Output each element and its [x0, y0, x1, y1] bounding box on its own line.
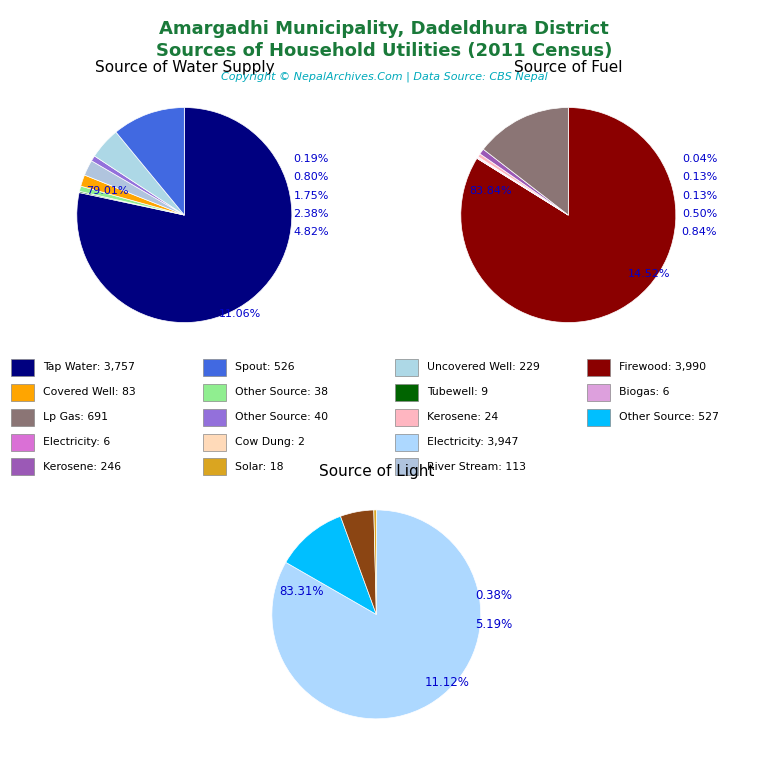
Wedge shape — [480, 149, 568, 215]
Title: Source of Water Supply: Source of Water Supply — [94, 61, 274, 75]
Text: River Stream: 113: River Stream: 113 — [427, 462, 526, 472]
Text: 11.06%: 11.06% — [219, 309, 261, 319]
Text: 1.75%: 1.75% — [293, 190, 329, 200]
Bar — [204, 384, 226, 401]
Bar — [204, 359, 226, 376]
Wedge shape — [116, 108, 184, 215]
Text: 2.38%: 2.38% — [293, 209, 329, 219]
Text: Spout: 526: Spout: 526 — [235, 362, 295, 372]
Text: 0.04%: 0.04% — [682, 154, 717, 164]
Text: Kerosene: 246: Kerosene: 246 — [43, 462, 121, 472]
Title: Source of Fuel: Source of Fuel — [514, 61, 623, 75]
Bar — [204, 434, 226, 451]
Wedge shape — [81, 175, 184, 215]
Wedge shape — [272, 510, 481, 719]
Text: Tap Water: 3,757: Tap Water: 3,757 — [43, 362, 135, 372]
Wedge shape — [461, 108, 676, 323]
Text: 5.19%: 5.19% — [475, 618, 512, 631]
Text: 0.80%: 0.80% — [293, 172, 329, 183]
Bar — [204, 458, 226, 475]
Bar — [396, 409, 418, 425]
Bar — [588, 359, 610, 376]
Bar — [12, 359, 34, 376]
Text: Other Source: 40: Other Source: 40 — [235, 412, 328, 422]
Text: 0.13%: 0.13% — [682, 172, 717, 183]
Text: 0.13%: 0.13% — [682, 190, 717, 200]
Text: Biogas: 6: Biogas: 6 — [619, 387, 670, 397]
Text: Other Source: 527: Other Source: 527 — [619, 412, 719, 422]
Text: Solar: 18: Solar: 18 — [235, 462, 283, 472]
Wedge shape — [483, 108, 568, 215]
Wedge shape — [94, 132, 184, 215]
Bar — [12, 434, 34, 451]
Bar — [396, 384, 418, 401]
Text: 0.19%: 0.19% — [293, 154, 329, 164]
Text: 83.31%: 83.31% — [279, 585, 323, 598]
Text: 4.82%: 4.82% — [293, 227, 329, 237]
Wedge shape — [77, 108, 292, 323]
Wedge shape — [79, 191, 184, 215]
Bar — [12, 384, 34, 401]
Wedge shape — [477, 157, 568, 215]
Text: Covered Well: 83: Covered Well: 83 — [43, 387, 136, 397]
Wedge shape — [478, 154, 568, 215]
Wedge shape — [477, 158, 568, 215]
Bar — [396, 434, 418, 451]
Text: Uncovered Well: 229: Uncovered Well: 229 — [427, 362, 540, 372]
Text: Firewood: 3,990: Firewood: 3,990 — [619, 362, 706, 372]
Wedge shape — [478, 157, 568, 215]
Wedge shape — [340, 510, 376, 614]
Text: Kerosene: 24: Kerosene: 24 — [427, 412, 498, 422]
Bar — [588, 409, 610, 425]
Wedge shape — [374, 510, 376, 614]
Bar — [204, 409, 226, 425]
Wedge shape — [286, 516, 376, 614]
Wedge shape — [84, 161, 184, 215]
Text: Other Source: 38: Other Source: 38 — [235, 387, 328, 397]
Wedge shape — [79, 186, 184, 215]
Bar — [12, 409, 34, 425]
Text: 11.12%: 11.12% — [425, 676, 470, 689]
Text: 83.84%: 83.84% — [469, 187, 512, 197]
Text: 0.84%: 0.84% — [682, 227, 717, 237]
Text: Electricity: 6: Electricity: 6 — [43, 437, 111, 447]
Text: 0.50%: 0.50% — [682, 209, 717, 219]
Text: Tubewell: 9: Tubewell: 9 — [427, 387, 488, 397]
Text: 79.01%: 79.01% — [86, 187, 128, 197]
Text: 0.38%: 0.38% — [475, 589, 511, 602]
Text: Lp Gas: 691: Lp Gas: 691 — [43, 412, 108, 422]
Bar — [396, 458, 418, 475]
Text: Amargadhi Municipality, Dadeldhura District
Sources of Household Utilities (2011: Amargadhi Municipality, Dadeldhura Distr… — [156, 20, 612, 60]
Bar — [12, 458, 34, 475]
Text: Electricity: 3,947: Electricity: 3,947 — [427, 437, 518, 447]
Bar — [588, 384, 610, 401]
Bar — [396, 359, 418, 376]
Text: Copyright © NepalArchives.Com | Data Source: CBS Nepal: Copyright © NepalArchives.Com | Data Sou… — [220, 71, 548, 82]
Text: Cow Dung: 2: Cow Dung: 2 — [235, 437, 305, 447]
Wedge shape — [91, 156, 184, 215]
Title: Source of Light: Source of Light — [319, 464, 434, 478]
Text: 14.52%: 14.52% — [627, 269, 670, 280]
